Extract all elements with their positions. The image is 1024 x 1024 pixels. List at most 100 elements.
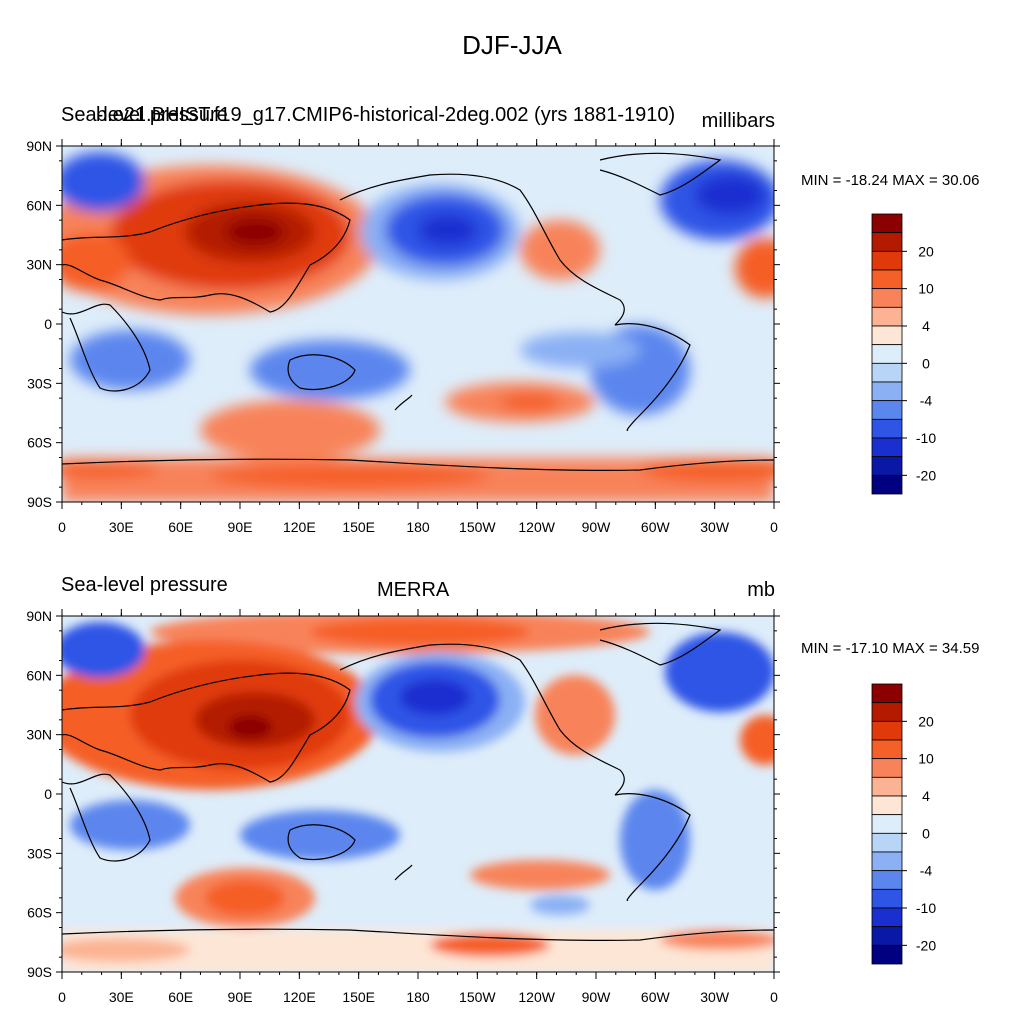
- panel1-colorbar-box: [871, 306, 903, 327]
- panel2-colorbar-box: [871, 814, 903, 834]
- panel2-colorbar-box: [871, 702, 903, 722]
- panel1-colorbar: 20 10 4 0 -4 -10 -20: [871, 213, 936, 495]
- panel1-units-label: millibars: [701, 110, 775, 132]
- panel2-lat-label: 0: [44, 786, 52, 802]
- panel2-colorbar-box: [871, 944, 903, 965]
- panel1-colorbar-box: [871, 381, 903, 402]
- panel2-colorbar-box: [871, 832, 903, 853]
- panel1-colorbar-box: [871, 213, 903, 234]
- panel2-colorbar-label: 20: [918, 713, 934, 729]
- panel1-lon-label: 90E: [228, 519, 253, 535]
- panel1-lat-label: 30N: [26, 257, 52, 273]
- panel1-lon-label: 30E: [109, 519, 134, 535]
- panel2-axes: 90N 60N 30N 0 30S 60S 90S 0 30E 60E 90E 120E 150E 180…: [26, 608, 780, 1005]
- panel2-lon-label: 180: [406, 989, 430, 1005]
- panel2-colorbar-box: [871, 795, 903, 816]
- panel1-lat-label: 30S: [27, 375, 52, 391]
- panel1-colorbar-label: 4: [922, 318, 930, 334]
- panel2-colorbar-label: 0: [922, 825, 930, 841]
- panel2-colorbar-box: [871, 758, 903, 778]
- panel2-colorbar-box: [871, 683, 903, 704]
- panel1-colorbar-box: [871, 325, 903, 346]
- panel1-colorbar-box: [871, 362, 903, 383]
- panel1-lon-label: 60E: [168, 519, 193, 535]
- panel2-colorbar-box: [871, 851, 903, 872]
- panel1-minmax-label: MIN = -18.24 MAX = 30.06: [801, 172, 980, 189]
- panel1-colorbar-box: [871, 418, 903, 439]
- panel2-colorbar-box: [871, 739, 903, 760]
- panel2-lon-label: 60W: [641, 989, 671, 1005]
- panel1-colorbar-label: -20: [916, 467, 936, 483]
- panel2-lat-label: 90S: [27, 964, 52, 980]
- panel2-dataset-label: MERRA: [377, 579, 450, 601]
- panel1-colorbar-box: [871, 456, 903, 476]
- page-title: DJF-JJA: [462, 30, 562, 60]
- panel2-colorbar-box: [871, 926, 903, 946]
- panel2-lon-label: 150E: [342, 989, 375, 1005]
- panel2-colorbar-box: [871, 720, 903, 741]
- panel1-colorbar-box: [871, 344, 903, 364]
- panel1-colorbar-box: [871, 269, 903, 290]
- panel2-lat-label: 90N: [26, 608, 52, 624]
- panel1-colorbar-box: [871, 250, 903, 271]
- panel1-colorbar-label: -10: [916, 430, 936, 446]
- panel1-lon-label: 150W: [459, 519, 496, 535]
- panel1-colorbar-label: 20: [918, 243, 934, 259]
- panel2-colorbar-label: 10: [918, 751, 934, 767]
- panel2-lat-label: 30N: [26, 727, 52, 743]
- panel1-lat-label: 60N: [26, 197, 52, 213]
- panel2-lat-label: 60N: [26, 667, 52, 683]
- panel2-variable-label: Sea-level pressure: [61, 574, 228, 596]
- panel1-lon-label: 60W: [641, 519, 671, 535]
- panel2-colorbar-label: -20: [916, 937, 936, 953]
- panel1-lon-label: 0: [58, 519, 66, 535]
- panel1-lat-label: 0: [44, 316, 52, 332]
- panel2-lon-label: 120W: [518, 989, 555, 1005]
- panel1-variable-label: Sea-level pressure: [61, 104, 228, 126]
- panel1-lat-label: 90N: [26, 138, 52, 154]
- panel1-colorbar-box: [871, 474, 903, 495]
- panel2-lon-label: 120E: [283, 989, 316, 1005]
- panel2-colorbar-label: 4: [922, 788, 930, 804]
- panel1-coastlines: [62, 152, 774, 471]
- panel2-colorbar: 20 10 4 0 -4 -10 -20: [871, 683, 936, 965]
- panel1-lon-label: 150E: [342, 519, 375, 535]
- panel2-lat-label: 30S: [27, 845, 52, 861]
- panel1-colorbar-box: [871, 400, 903, 420]
- panel2-lon-label: 90E: [228, 989, 253, 1005]
- panel1-lon-label: 0: [770, 519, 778, 535]
- panel1-lon-label: 30W: [700, 519, 730, 535]
- panel2-colorbar-box: [871, 888, 903, 909]
- panel2-minmax-label: MIN = -17.10 MAX = 34.59: [801, 640, 980, 657]
- panel2-lon-label: 0: [58, 989, 66, 1005]
- panel1-axes: 90N 60N 30N 0 30S 60S 90S 0 30E 60E 90E 120E 150E 180…: [26, 138, 780, 535]
- panel1-lon-label: 120E: [283, 519, 316, 535]
- panel1-colorbar-label: 0: [922, 355, 930, 371]
- panel2-colorbar-box: [871, 907, 903, 928]
- panel2-lon-label: 60E: [168, 989, 193, 1005]
- panel2-colorbar-label: -10: [916, 900, 936, 916]
- panel2-lon-label: 0: [770, 989, 778, 1005]
- panel2-lon-label: 30E: [109, 989, 134, 1005]
- panel1-colorbar-box: [871, 232, 903, 252]
- panel1-colorbar-box: [871, 288, 903, 308]
- panel1-lat-label: 90S: [27, 494, 52, 510]
- panel1-colorbar-label: 10: [918, 281, 934, 297]
- panel2-map: 90N 60N 30N 0 30S 60S 90S 0 30E 60E 90E 120E 150E 180…: [26, 608, 780, 1005]
- panel2-colorbar-label: -4: [920, 863, 933, 879]
- panel2-lon-label: 150W: [459, 989, 496, 1005]
- panel2-colorbar-box: [871, 870, 903, 890]
- panel1-lat-label: 60S: [27, 435, 52, 451]
- panel1-colorbar-box: [871, 437, 903, 458]
- panel2-lon-label: 90W: [582, 989, 612, 1005]
- panel2-lon-label: 30W: [700, 989, 730, 1005]
- panel1-colorbar-label: -4: [920, 393, 933, 409]
- panel2-coastlines: [62, 622, 774, 941]
- panel2-lat-label: 60S: [27, 905, 52, 921]
- panel1-lon-label: 180: [406, 519, 430, 535]
- panel1-lon-label: 120W: [518, 519, 555, 535]
- panel2-units-label: mb: [747, 579, 775, 601]
- panel1-map: 90N 60N 30N 0 30S 60S 90S 0 30E 60E 90E 120E 150E 180…: [26, 138, 780, 535]
- panel1-case-label: b.e21.BHIST.f19_g17.CMIP6-historical-2de…: [96, 104, 676, 126]
